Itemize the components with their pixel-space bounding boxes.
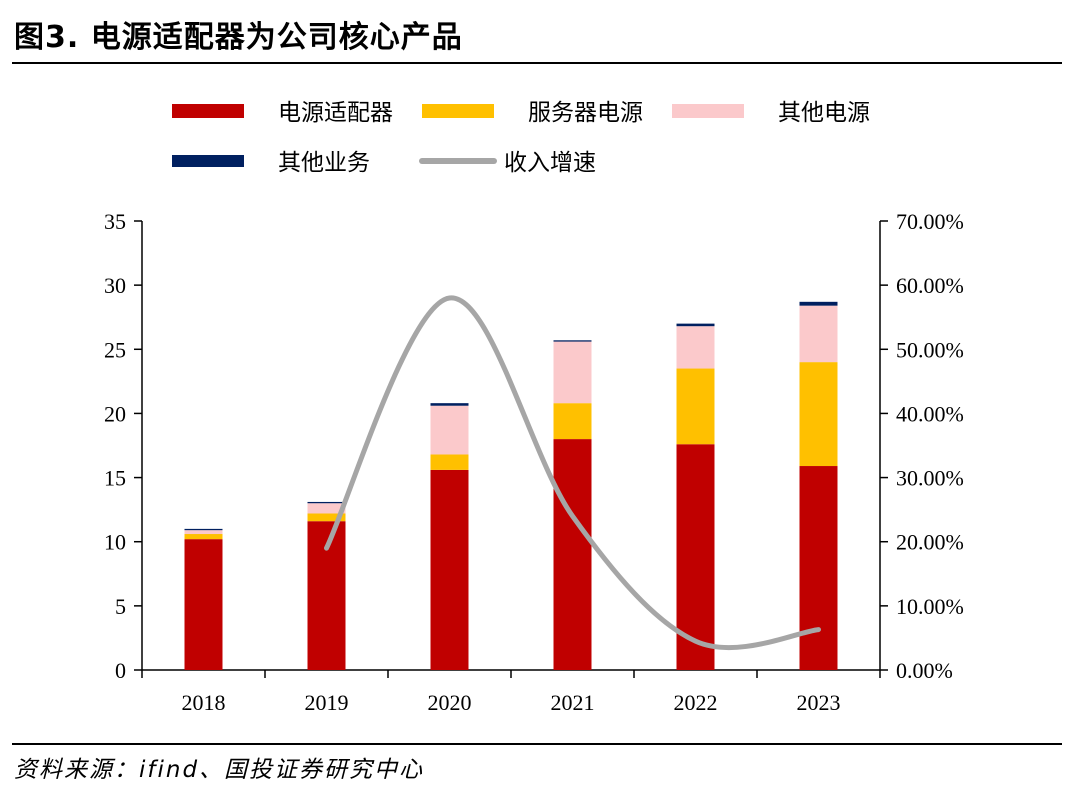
- bar-other-biz-2021: [553, 340, 592, 342]
- y-right-tick-label: 60.00%: [896, 273, 964, 298]
- bar-server-2019: [307, 513, 346, 522]
- y-left-tick-label: 0: [115, 658, 126, 683]
- legend-label-adapter: 电源适配器: [278, 100, 393, 126]
- y-right-tick-label: 10.00%: [896, 594, 964, 619]
- legend-swatch-other-biz: [172, 155, 244, 167]
- bar-other-power-2023: [799, 305, 838, 363]
- bar-server-2020: [430, 454, 469, 470]
- y-right-tick-label: 20.00%: [896, 530, 964, 555]
- x-tick-label: 2021: [551, 690, 595, 715]
- bar-other-power-2019: [307, 503, 346, 514]
- y-right-tick-label: 40.00%: [896, 401, 964, 426]
- y-left-tick-label: 20: [104, 401, 126, 426]
- bar-other-power-2022: [676, 326, 715, 369]
- legend-swatch-server: [422, 104, 494, 118]
- y-left-tick-label: 25: [104, 337, 126, 362]
- y-left-tick-label: 10: [104, 530, 126, 555]
- bar-adapter-2018: [184, 539, 223, 670]
- growth-line-path: [324, 295, 821, 651]
- x-tick-label: 2018: [182, 690, 226, 715]
- x-tick-label: 2020: [428, 690, 472, 715]
- x-tick-label: 2022: [674, 690, 718, 715]
- growth-line: [324, 295, 821, 651]
- title-rule: [12, 62, 1062, 64]
- bar-other-biz-2022: [676, 323, 715, 327]
- bar-other-biz-2019: [307, 501, 346, 504]
- y-right-tick-label: 50.00%: [896, 337, 964, 362]
- bar-server-2023: [799, 362, 838, 467]
- figure-title: 图3. 电源适配器为公司核心产品: [14, 20, 463, 55]
- bar-other-power-2021: [553, 341, 592, 404]
- y-right-tick-label: 0.00%: [896, 658, 953, 683]
- legend-label-other-biz: 其他业务: [278, 150, 370, 176]
- legend-label-growth: 收入增速: [504, 150, 596, 176]
- axes: 0 5 10 15 20 25 30 35 0.00% 10.00% 20.00% 30.00% 40.…: [104, 209, 964, 715]
- y-left-tick-label: 35: [104, 209, 126, 234]
- legend-label-server: 服务器电源: [528, 100, 643, 126]
- y-right-tick-label: 30.00%: [896, 466, 964, 491]
- bar-adapter-2023: [799, 466, 838, 670]
- bar-other-power-2018: [184, 530, 223, 535]
- bar-adapter-2020: [430, 469, 469, 670]
- legend-swatch-other-power: [672, 104, 744, 118]
- y-left-tick-label: 15: [104, 466, 126, 491]
- x-tick-label: 2023: [797, 690, 841, 715]
- bar-server-2021: [553, 403, 592, 440]
- bar-other-power-2020: [430, 405, 469, 455]
- bar-other-biz-2023: [799, 301, 838, 306]
- y-left-tick-label: 30: [104, 273, 126, 298]
- legend-label-other-power: 其他电源: [778, 100, 870, 126]
- bar-other-biz-2018: [184, 528, 223, 531]
- y-right-tick-label: 70.00%: [896, 209, 964, 234]
- bar-server-2022: [676, 368, 715, 445]
- source-rule: [12, 743, 1062, 745]
- chart-legend: 电源适配器 服务器电源 其他电源 其他业务 收入增速: [172, 100, 870, 176]
- legend-swatch-adapter: [172, 104, 244, 118]
- bar-server-2018: [184, 534, 223, 540]
- y-left-tick-label: 5: [115, 594, 126, 619]
- x-tick-label: 2019: [305, 690, 349, 715]
- source-note: 资料来源：ifind、国投证券研究中心: [14, 757, 425, 783]
- bar-other-biz-2020: [430, 403, 469, 406]
- bars: [184, 301, 838, 670]
- bar-adapter-2021: [553, 439, 592, 670]
